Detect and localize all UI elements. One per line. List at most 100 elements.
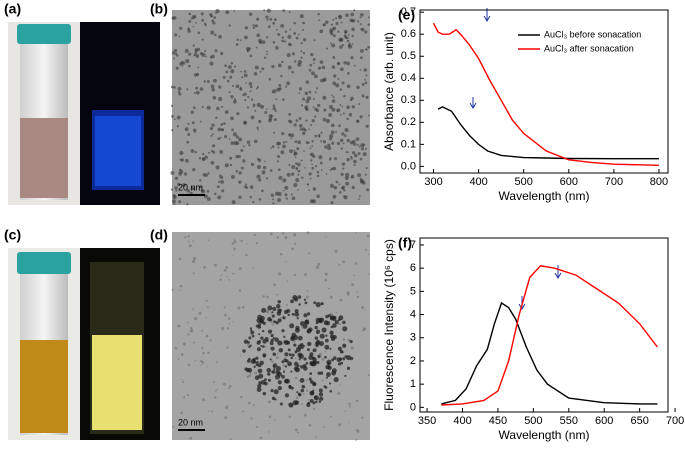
particle xyxy=(271,64,275,69)
particle xyxy=(246,243,248,245)
particle xyxy=(330,201,334,205)
particle xyxy=(200,363,203,366)
particle xyxy=(274,109,277,112)
particle xyxy=(181,379,183,381)
panel-label: (c) xyxy=(4,227,21,243)
particle xyxy=(328,104,333,110)
particle xyxy=(340,147,343,150)
particle xyxy=(227,317,231,320)
particle xyxy=(270,320,273,324)
particle xyxy=(218,34,222,39)
particle xyxy=(265,36,269,39)
particle xyxy=(181,65,184,67)
particle xyxy=(205,334,209,338)
particle xyxy=(240,149,244,152)
particle xyxy=(367,45,371,49)
particle xyxy=(199,179,202,182)
x-tick-label: 700 xyxy=(666,415,684,427)
particle xyxy=(271,314,275,318)
particle xyxy=(344,374,347,377)
particle xyxy=(242,306,245,309)
particle xyxy=(249,90,252,93)
particle xyxy=(258,326,262,329)
tem-image xyxy=(172,10,370,205)
particle xyxy=(347,293,350,296)
particle xyxy=(339,67,344,72)
particle xyxy=(318,19,320,22)
particle xyxy=(355,429,358,432)
particle xyxy=(177,86,182,91)
particle xyxy=(341,105,344,108)
particle xyxy=(358,102,361,106)
particle xyxy=(259,70,262,73)
particle xyxy=(276,141,280,146)
particle xyxy=(254,24,258,28)
particle xyxy=(212,381,215,384)
particle xyxy=(206,80,210,83)
particle xyxy=(284,365,288,368)
particle xyxy=(347,44,351,47)
particle xyxy=(232,132,238,137)
particle xyxy=(277,299,281,304)
particle xyxy=(339,45,343,49)
particle xyxy=(326,47,329,50)
particle xyxy=(299,343,304,347)
particle xyxy=(221,128,224,131)
particle xyxy=(253,360,257,364)
particle xyxy=(321,65,326,70)
particle xyxy=(176,115,181,120)
particle xyxy=(220,179,225,184)
particle xyxy=(213,263,217,267)
scale-label: 20 nm xyxy=(178,417,203,427)
particle xyxy=(245,183,247,186)
particle xyxy=(349,405,352,408)
particle xyxy=(177,324,181,328)
particle xyxy=(341,185,346,189)
particle xyxy=(276,87,281,92)
particle xyxy=(170,104,174,107)
particle xyxy=(319,396,324,401)
particle xyxy=(278,84,282,87)
particle xyxy=(197,31,201,35)
particle xyxy=(365,95,369,99)
particle xyxy=(346,157,350,162)
particle xyxy=(199,185,202,189)
particle xyxy=(319,352,323,356)
particle xyxy=(179,158,183,162)
particle xyxy=(183,396,186,399)
particle xyxy=(294,327,300,333)
particle xyxy=(294,308,299,314)
particle xyxy=(295,162,298,165)
particle xyxy=(232,272,235,275)
particle xyxy=(295,36,299,40)
particle xyxy=(281,329,285,333)
particle xyxy=(297,33,300,36)
particle xyxy=(272,106,276,111)
particle xyxy=(274,419,276,421)
particle xyxy=(289,43,292,46)
particle xyxy=(257,165,261,169)
particle xyxy=(216,106,220,111)
particle xyxy=(194,359,196,361)
particle xyxy=(288,353,292,357)
particle xyxy=(305,99,310,104)
particle xyxy=(215,12,217,14)
particle xyxy=(324,386,328,389)
particle xyxy=(358,195,361,198)
particle xyxy=(330,130,335,135)
particle xyxy=(250,329,253,332)
particle xyxy=(202,352,205,355)
particle xyxy=(297,188,299,191)
particle xyxy=(223,134,228,139)
particle xyxy=(296,147,300,151)
particle xyxy=(294,312,300,317)
particle xyxy=(360,48,364,53)
particle xyxy=(320,131,323,134)
particle xyxy=(316,331,319,335)
particle xyxy=(297,140,302,145)
particle xyxy=(324,351,327,353)
particle xyxy=(314,134,318,138)
particle xyxy=(316,170,320,174)
particle xyxy=(333,74,337,78)
particle xyxy=(293,149,296,152)
